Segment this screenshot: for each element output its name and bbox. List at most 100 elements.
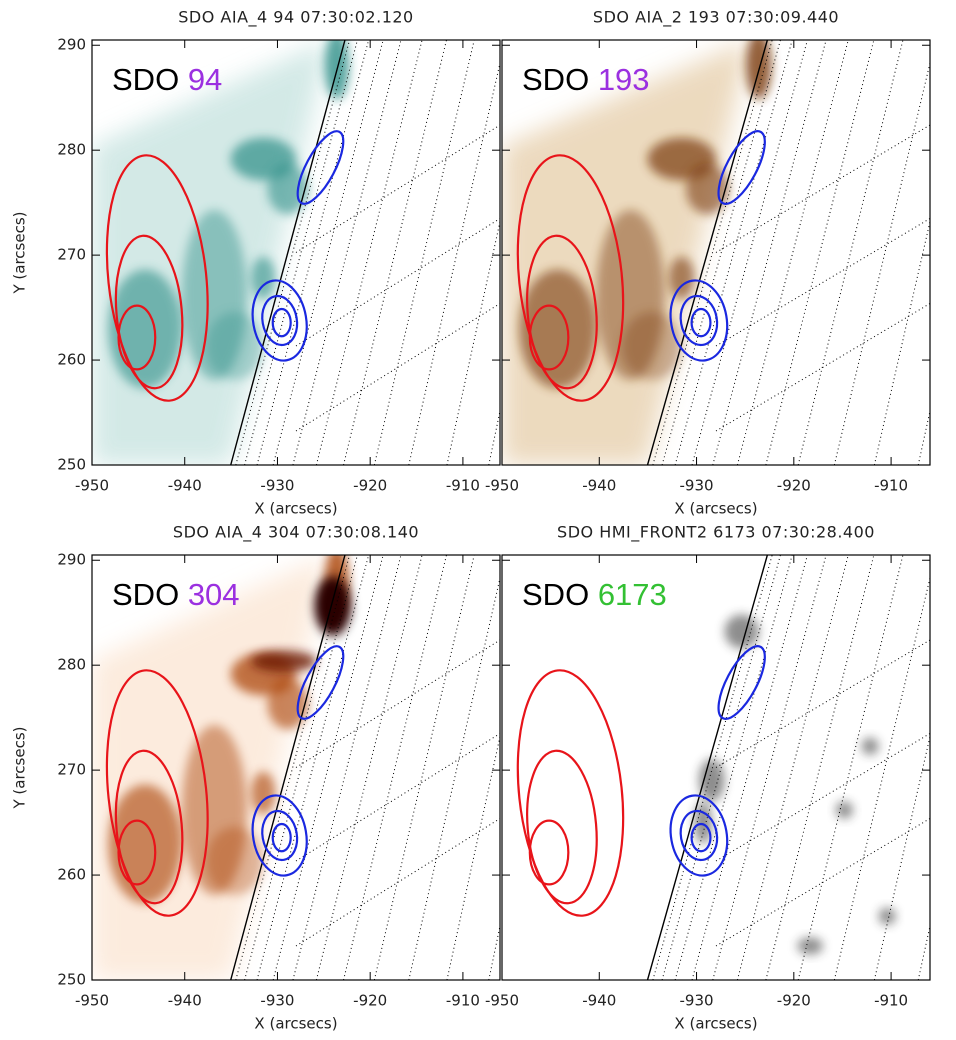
grid-dotted [797, 555, 904, 980]
label-prefix: SDO [522, 577, 589, 612]
y-tick-label: 280 [57, 656, 86, 674]
panel-label: SDO 6173 [522, 577, 667, 612]
panel [502, 555, 930, 980]
x-tick-label: -940 [582, 477, 616, 495]
grid-dotted [295, 218, 500, 347]
hxr-contour [690, 307, 712, 338]
grid-dotted [691, 555, 808, 980]
grid-dotted [408, 575, 500, 980]
y-tick-label: 280 [57, 141, 86, 159]
hxr-contour [251, 279, 308, 362]
y-tick-label: 260 [57, 866, 86, 884]
panel-label: SDO 193 [522, 62, 650, 97]
emission-blob [251, 650, 317, 672]
x-tick-label: -930 [260, 992, 294, 1010]
panel-title: SDO AIA_2 193 07:30:09.440 [593, 8, 839, 28]
y-tick-label: 260 [57, 351, 86, 369]
label-prefix: SDO [522, 62, 589, 97]
panel-label: SDO 94 [112, 62, 222, 97]
x-tick-label: -940 [582, 992, 616, 1010]
grid-dotted [797, 40, 904, 465]
x-tick-label: -950 [485, 477, 519, 495]
x-tick-label: -910 [446, 477, 480, 495]
x-tick-label: -920 [353, 992, 387, 1010]
grid-dotted [873, 219, 930, 465]
hxr-contour [105, 154, 209, 402]
x-axis-label: X (arcsecs) [254, 500, 337, 518]
x-tick-label: -930 [260, 477, 294, 495]
label-prefix: SDO [112, 577, 179, 612]
grid-dotted [715, 124, 930, 253]
hxr-contour [296, 645, 345, 720]
x-tick-label: -910 [446, 992, 480, 1010]
hxr-contour [528, 304, 570, 371]
magnetogram-spot [724, 614, 759, 649]
magnetogram-spot [797, 937, 823, 955]
y-tick-label: 250 [57, 971, 86, 989]
hxr-contour [528, 819, 570, 886]
magnetogram-spot [878, 907, 896, 925]
x-axis-label: X (arcsecs) [674, 1015, 757, 1033]
panel [92, 555, 500, 980]
grid-dotted [652, 555, 773, 980]
grid-dotted [833, 60, 930, 465]
grid-dotted [315, 40, 423, 465]
grid-dotted [295, 818, 500, 947]
grid-dotted [446, 219, 500, 465]
grid-dotted [295, 124, 500, 253]
y-tick-label: 270 [57, 761, 86, 779]
x-tick-label: -910 [874, 992, 908, 1010]
grid-dotted [315, 555, 423, 980]
grid-dotted [661, 40, 781, 465]
hxr-contour [526, 234, 598, 390]
hxr-contour [271, 822, 292, 853]
panel-title: SDO AIA_4 304 07:30:08.140 [173, 523, 419, 543]
hxr-contour [516, 154, 625, 402]
panel [92, 40, 500, 465]
y-tick-label: 270 [57, 246, 86, 264]
x-tick-label: -930 [680, 992, 714, 1010]
hxr-contour [251, 794, 308, 877]
hxr-contour [669, 794, 729, 877]
magnetogram-spot [698, 759, 725, 802]
hxr-contour [105, 669, 209, 917]
emission-blob [267, 678, 309, 730]
emission-blob [251, 256, 276, 300]
label-band: 193 [598, 62, 650, 97]
y-tick-label: 290 [57, 551, 86, 569]
grid-dotted [873, 734, 930, 980]
hxr-contour [117, 819, 157, 886]
x-tick-label: -940 [168, 477, 202, 495]
hxr-contour [717, 645, 766, 720]
grid-dotted [295, 639, 500, 768]
grid-dotted [833, 575, 930, 980]
hxr-contour [261, 809, 299, 862]
label-prefix: SDO [112, 62, 179, 97]
grid-dotted [295, 303, 500, 432]
grid-dotted [373, 555, 475, 980]
x-tick-label: -950 [75, 992, 109, 1010]
hxr-contour [679, 809, 719, 862]
grid-dotted [715, 733, 930, 862]
grid-dotted [674, 555, 793, 980]
panel-frame [501, 554, 931, 981]
grid-dotted [715, 303, 930, 432]
grid-dotted [661, 555, 781, 980]
x-tick-label: -950 [75, 477, 109, 495]
emission-blob [668, 256, 695, 300]
panel-title: SDO AIA_4 94 07:30:02.120 [178, 8, 413, 28]
emission-blob [686, 163, 729, 215]
panel [502, 40, 930, 465]
hxr-contour [679, 294, 719, 347]
hxr-contour [261, 294, 299, 347]
hxr-contour [114, 234, 184, 390]
emission-blob [206, 827, 264, 895]
panel-label: SDO 304 [112, 577, 240, 612]
label-band: 6173 [598, 577, 667, 612]
magnetogram-spot [835, 801, 853, 819]
x-tick-label: -950 [485, 992, 519, 1010]
emission-blob [745, 40, 772, 100]
emission-blob [251, 771, 276, 815]
hxr-contour [271, 307, 292, 338]
